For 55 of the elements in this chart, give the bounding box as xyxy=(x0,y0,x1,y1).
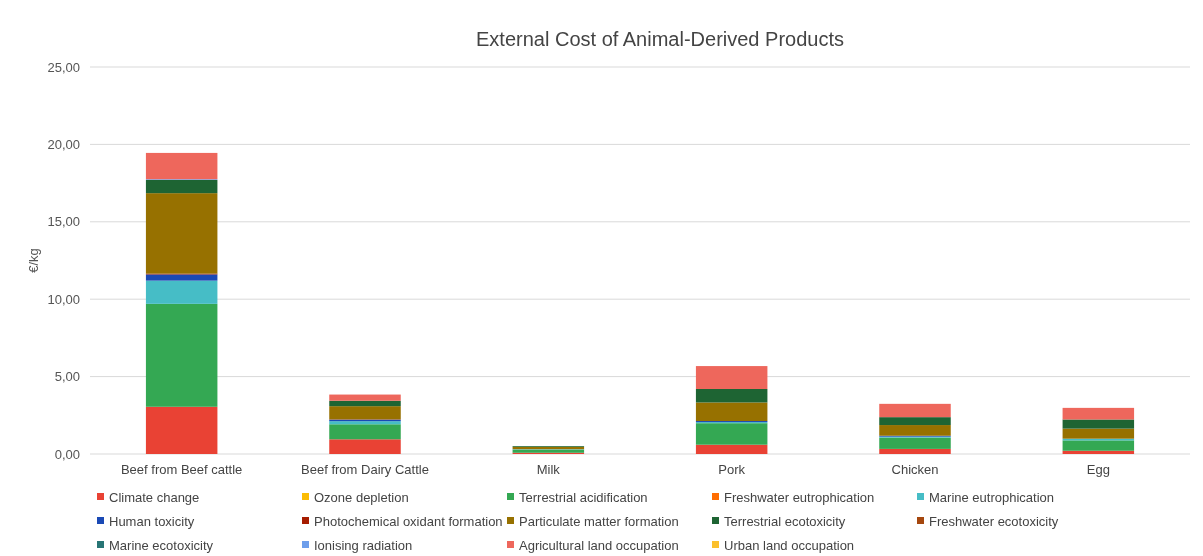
legend-label: Ozone depletion xyxy=(314,489,409,505)
x-tick-label: Pork xyxy=(718,462,746,477)
bar xyxy=(145,274,218,281)
bar xyxy=(695,388,768,403)
legend-label: Photochemical oxidant formation xyxy=(314,513,503,529)
legend-label: Ionising radiation xyxy=(314,537,413,553)
bar xyxy=(879,437,951,449)
y-tick-label: 0,00 xyxy=(54,446,80,462)
legend-label: Marine eutrophication xyxy=(929,489,1055,505)
legend-label: Freshwater eutrophication xyxy=(724,489,875,505)
bar xyxy=(1062,450,1135,454)
x-tick-label: Beef from Dairy Cattle xyxy=(301,462,429,477)
bar xyxy=(879,425,951,436)
bar xyxy=(1062,407,1135,420)
x-tick-label: Beef from Beef cattle xyxy=(120,462,243,477)
bar xyxy=(329,406,401,420)
bar xyxy=(145,406,218,454)
y-tick-label: 20,00 xyxy=(47,136,80,152)
bar xyxy=(879,417,951,426)
x-tick-label: Milk xyxy=(536,462,561,477)
legend-label: Marine ecotoxicity xyxy=(109,537,214,553)
y-tick-label: 10,00 xyxy=(47,291,80,307)
x-tick-label: Chicken xyxy=(891,462,939,477)
legend-label: Terrestrial acidification xyxy=(519,489,648,505)
bar xyxy=(329,394,401,401)
x-tick-label: Egg xyxy=(1086,462,1110,477)
bar xyxy=(145,152,218,180)
bar xyxy=(145,193,218,274)
bar xyxy=(145,180,218,194)
bar xyxy=(695,402,768,422)
bar xyxy=(145,303,218,407)
bar xyxy=(1062,419,1135,429)
legend-label: Climate change xyxy=(109,489,200,505)
bar xyxy=(695,444,768,454)
bar xyxy=(695,423,768,445)
y-tick-label: 25,00 xyxy=(47,59,80,75)
chart-title: External Cost of Animal-Derived Products xyxy=(476,28,844,50)
legend-label: Freshwater ecotoxicity xyxy=(929,513,1059,529)
bar xyxy=(879,448,951,454)
legend-label: Agricultural land occupation xyxy=(519,537,679,553)
bar xyxy=(695,366,768,389)
legend-label: Terrestrial ecotoxicity xyxy=(724,513,846,529)
legend-label: Human toxicity xyxy=(109,513,195,529)
bar xyxy=(329,439,401,454)
legend-label: Urban land occupation xyxy=(724,537,855,553)
y-tick-label: 5,00 xyxy=(54,369,80,385)
bar xyxy=(145,280,218,304)
y-tick-label: 15,00 xyxy=(47,214,80,230)
bar xyxy=(1062,428,1135,439)
bar xyxy=(1062,440,1135,451)
bar xyxy=(329,424,401,440)
bar xyxy=(329,400,401,407)
legend-label: Particulate matter formation xyxy=(519,513,679,529)
y-axis-title: €/kg xyxy=(26,248,41,273)
bar xyxy=(879,403,951,418)
